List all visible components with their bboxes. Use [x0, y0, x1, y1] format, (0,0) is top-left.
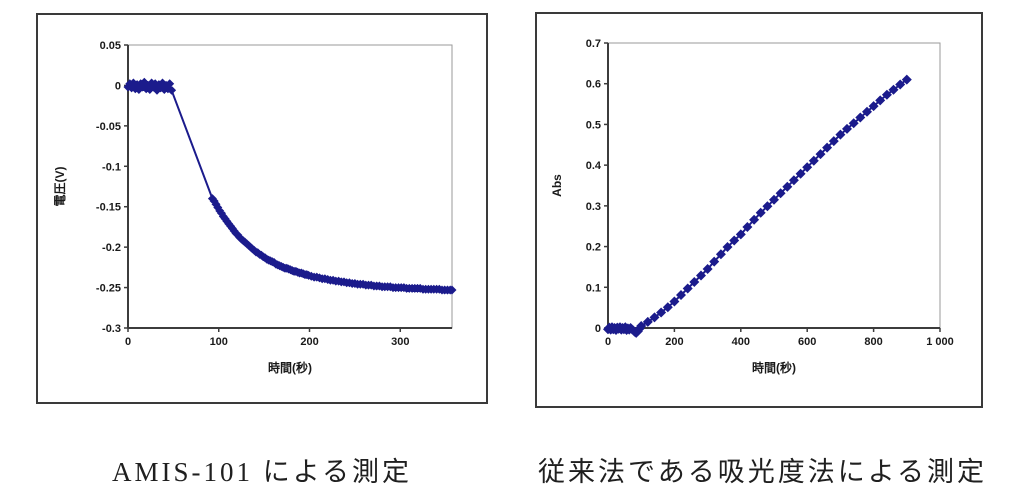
y-tick-label: 0.6: [586, 79, 601, 91]
data-markers: [123, 77, 457, 295]
chart-panel-amis: 0.05 0 -0.05 -0.1 -0.15 -0.2 -0.25 -0.3 0 100 200 3…: [36, 13, 488, 404]
y-tick-label: 0.05: [100, 40, 121, 52]
y-tick-label: 0: [595, 323, 601, 335]
y-axis-title: 電圧(V): [53, 166, 67, 206]
y-tick-label: -0.1: [102, 161, 121, 173]
y-tick-label: -0.25: [96, 283, 121, 295]
y-axis-title: Abs: [550, 174, 564, 197]
x-tick-label: 600: [798, 336, 816, 348]
y-tick-label: -0.15: [96, 202, 121, 214]
y-tick-label: 0.1: [586, 282, 601, 294]
x-axis-title: 時間(秒): [752, 360, 796, 375]
caption-absorbance: 従来法である吸光度法による測定: [538, 457, 987, 487]
x-tick-label: 1 000: [926, 336, 954, 348]
x-tick-label: 300: [391, 336, 409, 348]
y-tick-label: 0.2: [586, 242, 601, 254]
y-tick-label: 0.3: [586, 201, 601, 213]
y-tick-label: -0.05: [96, 121, 121, 133]
data-line: [127, 79, 452, 291]
y-tick-label: -0.3: [102, 323, 121, 335]
x-tick-label: 800: [864, 336, 882, 348]
x-tick-label: 0: [605, 336, 611, 348]
data-markers: [603, 74, 912, 338]
y-tick-label: 0.5: [586, 119, 601, 131]
x-tick-label: 0: [125, 336, 131, 348]
plot-border: [607, 42, 941, 329]
x-tick-label: 200: [300, 336, 318, 348]
amis-voltage-chart: 0.05 0 -0.05 -0.1 -0.15 -0.2 -0.25 -0.3 0 100 200 3…: [53, 40, 457, 375]
y-tick-label: 0.7: [586, 38, 601, 50]
x-tick-label: 400: [732, 336, 750, 348]
x-tick-label: 200: [665, 336, 683, 348]
y-tick-label: 0: [115, 80, 121, 92]
chart-panel-absorbance: 0 0.1 0.2 0.3 0.4 0.5 0.6 0.7 0 200 400 600 800 1 000…: [535, 12, 983, 408]
y-tick-label: 0.4: [586, 160, 602, 172]
y-tick-label: -0.2: [102, 242, 121, 254]
x-tick-label: 100: [210, 336, 228, 348]
absorbance-chart: 0 0.1 0.2 0.3 0.4 0.5 0.6 0.7 0 200 400 600 800 1 000…: [550, 38, 954, 375]
caption-amis: AMIS-101 による測定: [112, 457, 412, 487]
x-axis-title: 時間(秒): [268, 360, 312, 375]
